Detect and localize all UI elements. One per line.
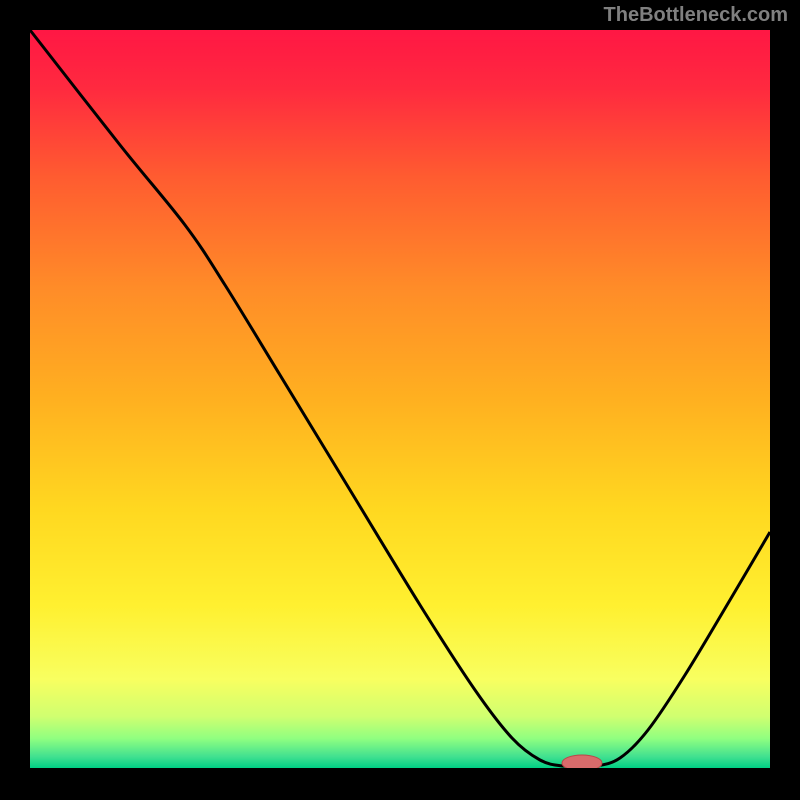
- plot-background: [30, 30, 770, 768]
- bottleneck-chart: [0, 0, 800, 800]
- chart-container: TheBottleneck.com: [0, 0, 800, 800]
- watermark-text: TheBottleneck.com: [604, 4, 788, 27]
- bottom-border: [0, 768, 800, 800]
